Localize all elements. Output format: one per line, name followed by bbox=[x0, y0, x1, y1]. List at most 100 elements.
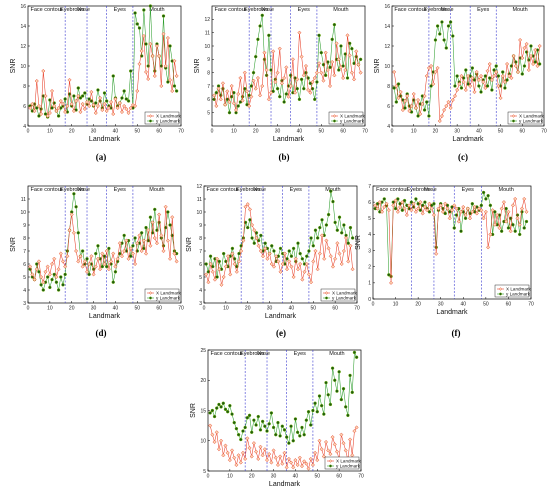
data-point bbox=[98, 95, 103, 101]
data-point bbox=[414, 197, 418, 201]
data-point bbox=[240, 98, 245, 103]
x-tick-label: 60 bbox=[156, 129, 162, 135]
data-point bbox=[509, 75, 514, 81]
data-point bbox=[52, 272, 56, 277]
series-x-landmark bbox=[208, 423, 359, 471]
data-point bbox=[238, 460, 243, 465]
data-point bbox=[403, 106, 407, 110]
data-point bbox=[278, 269, 283, 274]
data-point bbox=[276, 259, 281, 264]
legend-entry-label: X Landmark bbox=[519, 114, 544, 119]
data-point bbox=[289, 254, 294, 258]
y-tick-label: 9 bbox=[23, 223, 26, 229]
data-point bbox=[422, 204, 427, 210]
data-point bbox=[286, 94, 291, 99]
data-point bbox=[402, 98, 408, 104]
data-point bbox=[339, 261, 344, 267]
data-point bbox=[284, 465, 289, 470]
y-tick-label: 6 bbox=[207, 97, 210, 103]
data-point bbox=[500, 73, 505, 79]
data-point bbox=[502, 79, 507, 85]
data-point bbox=[154, 241, 160, 246]
data-point bbox=[291, 439, 295, 443]
data-point bbox=[492, 68, 496, 72]
data-point bbox=[30, 272, 35, 277]
data-point bbox=[54, 274, 59, 280]
y-tick-label: 16 bbox=[20, 4, 26, 10]
data-point bbox=[263, 424, 267, 428]
data-point bbox=[333, 220, 337, 225]
x-tick-label: 70 bbox=[178, 129, 184, 135]
data-point bbox=[439, 113, 444, 119]
data-point bbox=[339, 44, 343, 48]
data-point bbox=[74, 205, 78, 209]
data-point bbox=[309, 236, 313, 240]
data-point bbox=[478, 73, 484, 79]
x-tick-label: 40 bbox=[113, 306, 119, 312]
data-point bbox=[245, 202, 250, 207]
axes-box bbox=[203, 185, 358, 304]
x-tick-label: 50 bbox=[315, 474, 321, 480]
data-point bbox=[325, 67, 330, 73]
data-point bbox=[515, 216, 520, 221]
data-point bbox=[249, 84, 254, 88]
data-point bbox=[267, 33, 271, 38]
data-point bbox=[93, 110, 98, 116]
data-point bbox=[333, 378, 337, 382]
y-axis-label: SNR bbox=[355, 235, 362, 250]
panel-label: (c) bbox=[458, 152, 468, 162]
data-point bbox=[358, 70, 363, 75]
data-point bbox=[260, 254, 266, 259]
x-tick-label: 60 bbox=[506, 302, 512, 308]
data-point bbox=[221, 251, 226, 256]
data-point bbox=[254, 54, 258, 59]
data-point bbox=[267, 251, 272, 256]
data-point bbox=[343, 448, 348, 453]
data-point bbox=[256, 243, 261, 248]
data-point bbox=[289, 424, 293, 428]
data-point bbox=[49, 261, 55, 267]
data-point bbox=[302, 459, 307, 464]
x-tick-label: 60 bbox=[336, 474, 342, 480]
data-point bbox=[263, 241, 267, 245]
data-point bbox=[282, 251, 287, 256]
data-point bbox=[483, 209, 488, 214]
x-tick-label: 30 bbox=[91, 129, 97, 135]
y-tick-label: 6 bbox=[199, 262, 202, 268]
data-point bbox=[165, 35, 170, 41]
y-tick-label: 14 bbox=[384, 24, 390, 30]
y-tick-label: 2 bbox=[368, 265, 371, 271]
y-tick-label: 8 bbox=[199, 236, 202, 242]
data-point bbox=[56, 267, 61, 272]
data-point bbox=[126, 110, 131, 116]
data-point bbox=[256, 37, 260, 42]
data-point bbox=[300, 425, 304, 430]
region-label: Mouth bbox=[499, 187, 514, 193]
data-point bbox=[168, 44, 172, 48]
legend-entry-label: X Landmark bbox=[332, 291, 357, 296]
region-label: Eyes bbox=[462, 187, 474, 193]
data-point bbox=[354, 355, 359, 359]
data-point bbox=[170, 88, 175, 94]
data-point bbox=[100, 251, 105, 256]
axes-box bbox=[27, 185, 182, 304]
data-point bbox=[291, 465, 296, 470]
data-point bbox=[354, 425, 359, 430]
data-point bbox=[309, 423, 313, 427]
data-point bbox=[267, 422, 271, 426]
data-point bbox=[225, 450, 230, 455]
data-point bbox=[271, 425, 276, 430]
legend-marker bbox=[511, 114, 516, 118]
data-point bbox=[74, 98, 79, 104]
data-point bbox=[334, 449, 340, 454]
data-point bbox=[418, 200, 423, 205]
region-label: Mouth bbox=[329, 351, 344, 357]
data-point bbox=[319, 233, 325, 238]
data-point bbox=[172, 251, 177, 256]
data-point bbox=[69, 101, 74, 107]
